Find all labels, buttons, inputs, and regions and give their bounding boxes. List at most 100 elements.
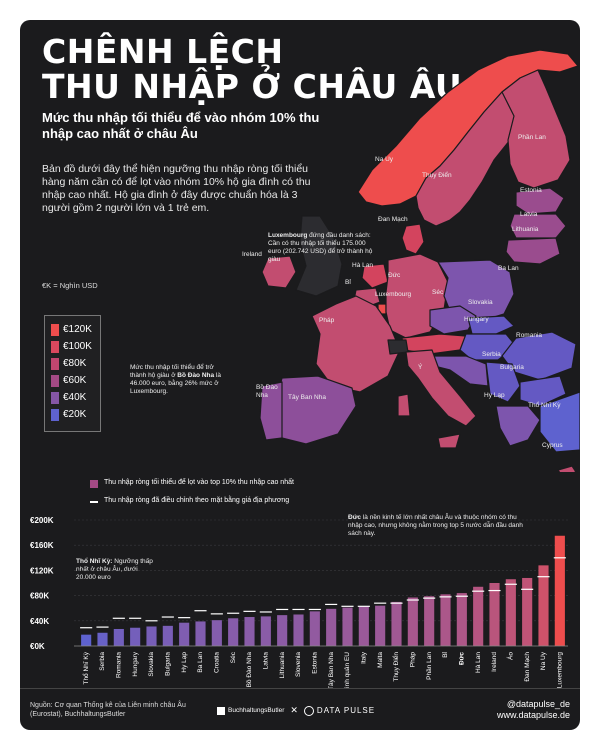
map-label-turkey: Thổ Nhĩ Kỳ (528, 402, 561, 409)
y-tick-label: €40K (30, 617, 49, 626)
map-label-latvia: Latvia (520, 211, 538, 218)
x-tick-label: Slovenia (295, 652, 302, 677)
region-finland (501, 69, 571, 189)
annotation-turkey: Thổ Nhĩ Kỳ: Ngưỡng thấp nhất ở châu Âu, … (76, 558, 156, 582)
x-tick-label: Slovakia (148, 652, 155, 677)
legend-swatch (51, 358, 59, 370)
bar (309, 611, 320, 646)
website-link[interactable]: www.datapulse.de (496, 710, 570, 720)
legend-line-label: Thu nhập ròng đã điều chỉnh theo mặt bằn… (104, 497, 290, 504)
region-turkey (539, 391, 580, 453)
region-czechia (429, 305, 477, 335)
bar (211, 620, 222, 646)
x-tick-label: Lithuania (279, 652, 286, 679)
x-tick-label: Romania (116, 652, 123, 678)
x-tick-label: Hy Lạp (181, 652, 188, 673)
x-tick-label: Phần Lan (424, 652, 433, 680)
region-slovakia (467, 315, 515, 335)
x-tick-label: Serbia (99, 652, 106, 671)
bar (260, 616, 271, 646)
x-tick-label: Bỉ (441, 651, 449, 657)
bar (489, 583, 500, 646)
income-bar-chart: €0K €40K €80K €120K €160K €200K Thổ Nhĩ Kỳ Serb… (30, 516, 568, 688)
subtitle: Mức thu nhập tối thiểu để vào nhóm 10% t… (42, 110, 320, 141)
map-label-portugal: Bồ Đào Nha (256, 384, 278, 399)
map-label-belgium: Bỉ (345, 279, 351, 286)
bar (375, 605, 386, 646)
region-switzerland (387, 339, 409, 355)
map-label-germany: Đức (388, 272, 401, 279)
bar (277, 615, 288, 646)
bar (554, 535, 565, 646)
annotation-portugal-text-1: Mức thu nhập tối thiểu để trở thành hộ g… (130, 364, 214, 379)
x-tick-label: Latvia (263, 652, 270, 670)
collab-x-icon: ✕ (290, 705, 298, 715)
region-romania (501, 331, 577, 381)
region-spain (275, 375, 357, 445)
region-serbia (485, 361, 521, 403)
map-label-lithuania: Lithuania (512, 226, 539, 233)
footer: Nguồn: Cơ quan Thống kê của Liên minh ch… (20, 688, 580, 730)
datapulse-logo-text: DATA PULSE (316, 706, 376, 715)
map-label-luxembourg: Luxembourg (375, 291, 412, 298)
legend-label: €100K (63, 341, 92, 352)
map-label-italy: Ý (418, 364, 423, 371)
map-label-netherlands: Hà Lan (352, 262, 373, 269)
bar (440, 594, 451, 646)
x-tick-label: Na Uy (540, 651, 547, 670)
bar (358, 606, 369, 646)
map-label-serbia: Serbia (482, 351, 501, 358)
bar (326, 608, 337, 646)
region-greece (495, 405, 541, 447)
bar (146, 626, 157, 646)
x-tick-label: Ireland (491, 652, 498, 672)
europe-map (259, 49, 580, 472)
x-tick-label: Thổ Nhĩ Kỳ (82, 651, 90, 684)
page-title: CHÊNH LỆCH THU NHẬP Ở CHÂU ÂU (42, 34, 462, 104)
x-tick-label: Bulgaria (165, 652, 172, 676)
bar (113, 628, 124, 646)
y-tick-label: €120K (30, 566, 54, 575)
infographic-card: CHÊNH LỆCH THU NHẬP Ở CHÂU ÂU Mức thu nh… (20, 20, 580, 730)
title-line-2: THU NHẬP Ở CHÂU ÂU (42, 67, 463, 106)
bar (538, 565, 549, 646)
legend-label: €80K (63, 358, 87, 369)
bar (162, 625, 173, 646)
x-tick-label: Luxembourg (557, 652, 564, 688)
annotation-germany-bold: Đức (348, 514, 362, 521)
intro-text: Bản đồ dưới đây thể hiện ngưỡng thu nhập… (42, 163, 311, 214)
bar (97, 632, 108, 646)
map-label-greece: Hy Lạp (484, 392, 505, 399)
bar (456, 593, 467, 646)
map-label-poland: Ba Lan (498, 265, 519, 272)
map-label-hungary: Hungary (464, 316, 489, 323)
y-tick-label: €80K (30, 592, 49, 601)
bar (424, 596, 435, 646)
annotation-portugal-bold: Bồ Đào Nha (177, 372, 215, 379)
bar (81, 634, 92, 646)
region-denmark (401, 223, 425, 255)
region-portugal (259, 381, 283, 441)
annotation-turkey-text: Ngưỡng thấp nhất ở châu Âu, dưới 20.000 … (76, 558, 153, 581)
bb-logo-text: BuchhaltungsButler (228, 707, 285, 714)
map-label-finland: Phần Lan (518, 134, 546, 141)
x-tick-label: Bình quân EU (344, 652, 351, 688)
region-estonia (515, 187, 565, 215)
x-tick-label: Thụy Điển (392, 652, 400, 682)
region-ireland (261, 255, 297, 289)
annotation-luxembourg: Luxembourg đứng đầu danh sách: Cần có th… (268, 232, 380, 264)
annotation-luxembourg-bold: Luxembourg (268, 232, 308, 239)
x-tick-label: Áo (506, 652, 515, 660)
legend-swatch (51, 341, 59, 353)
datapulse-logo-icon (303, 705, 314, 716)
y-tick-label: €0K (30, 642, 45, 651)
map-label-estonia: Estonia (520, 187, 542, 194)
map-label-france: Pháp (319, 317, 335, 324)
legend-bar-swatch (90, 480, 98, 488)
bar (228, 618, 239, 646)
annotation-turkey-bold: Thổ Nhĩ Kỳ: (76, 558, 113, 565)
region-sicily (437, 433, 461, 449)
bar (391, 601, 402, 646)
legend-label: €120K (63, 324, 92, 335)
map-legend: €120K €100K €80K €60K €40K €20K (44, 315, 101, 432)
